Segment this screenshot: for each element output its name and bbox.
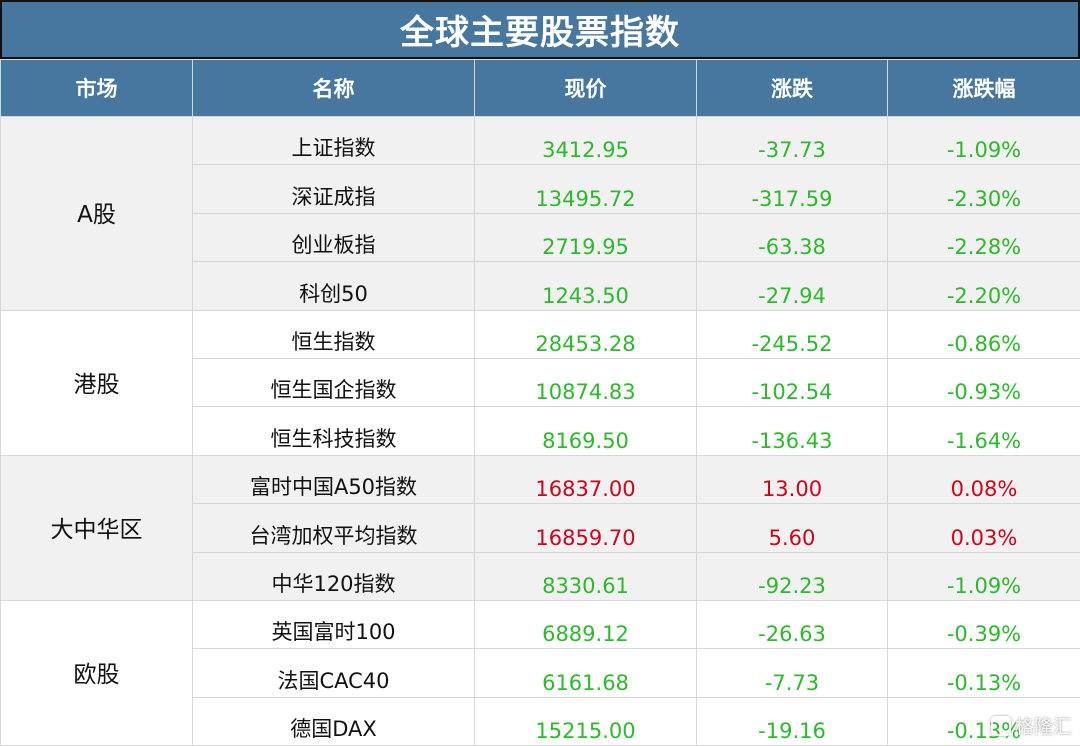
name-cell: 德国DAX	[193, 697, 475, 745]
change-cell: -63.38	[697, 213, 888, 261]
price-cell: 8330.61	[475, 552, 697, 600]
change-cell: 13.00	[697, 455, 888, 503]
market-cell: 大中华区	[1, 455, 193, 600]
pct-cell: -0.93%	[888, 358, 1080, 406]
price-cell: 13495.72	[475, 165, 697, 213]
price-cell: 16837.00	[475, 455, 697, 503]
price-cell: 10874.83	[475, 358, 697, 406]
header-pct: 涨跌幅	[888, 60, 1080, 117]
name-cell: 中华120指数	[193, 552, 475, 600]
name-cell: 恒生科技指数	[193, 407, 475, 455]
change-cell: -245.52	[697, 310, 888, 358]
table-title: 全球主要股票指数	[0, 0, 1080, 59]
name-cell: 富时中国A50指数	[193, 455, 475, 503]
change-cell: -317.59	[697, 165, 888, 213]
gelonghui-logo-icon	[991, 716, 1011, 736]
price-cell: 1243.50	[475, 262, 697, 310]
change-cell: -102.54	[697, 358, 888, 406]
pct-cell: 0.03%	[888, 504, 1080, 552]
header-change: 涨跌	[697, 60, 888, 117]
name-cell: 深证成指	[193, 165, 475, 213]
change-cell: -26.63	[697, 600, 888, 648]
price-cell: 16859.70	[475, 504, 697, 552]
name-cell: 法国CAC40	[193, 649, 475, 697]
price-cell: 2719.95	[475, 213, 697, 261]
pct-cell: -2.28%	[888, 213, 1080, 261]
pct-cell: -0.13%	[888, 649, 1080, 697]
name-cell: 科创50	[193, 262, 475, 310]
pct-cell: -2.20%	[888, 262, 1080, 310]
price-cell: 8169.50	[475, 407, 697, 455]
pct-cell: -1.09%	[888, 117, 1080, 165]
pct-cell: -1.64%	[888, 407, 1080, 455]
price-cell: 6889.12	[475, 600, 697, 648]
name-cell: 恒生国企指数	[193, 358, 475, 406]
price-cell: 15215.00	[475, 697, 697, 745]
header-price: 现价	[475, 60, 697, 117]
pct-cell: -0.39%	[888, 600, 1080, 648]
name-cell: 恒生指数	[193, 310, 475, 358]
market-cell: 欧股	[1, 600, 193, 745]
name-cell: 创业板指	[193, 213, 475, 261]
change-cell: -37.73	[697, 117, 888, 165]
header-name: 名称	[193, 60, 475, 117]
name-cell: 英国富时100	[193, 600, 475, 648]
change-cell: -136.43	[697, 407, 888, 455]
name-cell: 台湾加权平均指数	[193, 504, 475, 552]
pct-cell: 0.08%	[888, 455, 1080, 503]
watermark: 格隆汇	[991, 712, 1072, 739]
market-cell: 港股	[1, 310, 193, 455]
change-cell: -7.73	[697, 649, 888, 697]
change-cell: 5.60	[697, 504, 888, 552]
price-cell: 28453.28	[475, 310, 697, 358]
name-cell: 上证指数	[193, 117, 475, 165]
change-cell: -92.23	[697, 552, 888, 600]
header-row: 市场 名称 现价 涨跌 涨跌幅	[1, 60, 1080, 117]
pct-cell: -0.86%	[888, 310, 1080, 358]
price-cell: 3412.95	[475, 117, 697, 165]
header-market: 市场	[1, 60, 193, 117]
market-cell: A股	[1, 117, 193, 311]
pct-cell: -2.30%	[888, 165, 1080, 213]
pct-cell: -1.09%	[888, 552, 1080, 600]
change-cell: -27.94	[697, 262, 888, 310]
watermark-text: 格隆汇	[1015, 712, 1072, 739]
price-cell: 6161.68	[475, 649, 697, 697]
change-cell: -19.16	[697, 697, 888, 745]
